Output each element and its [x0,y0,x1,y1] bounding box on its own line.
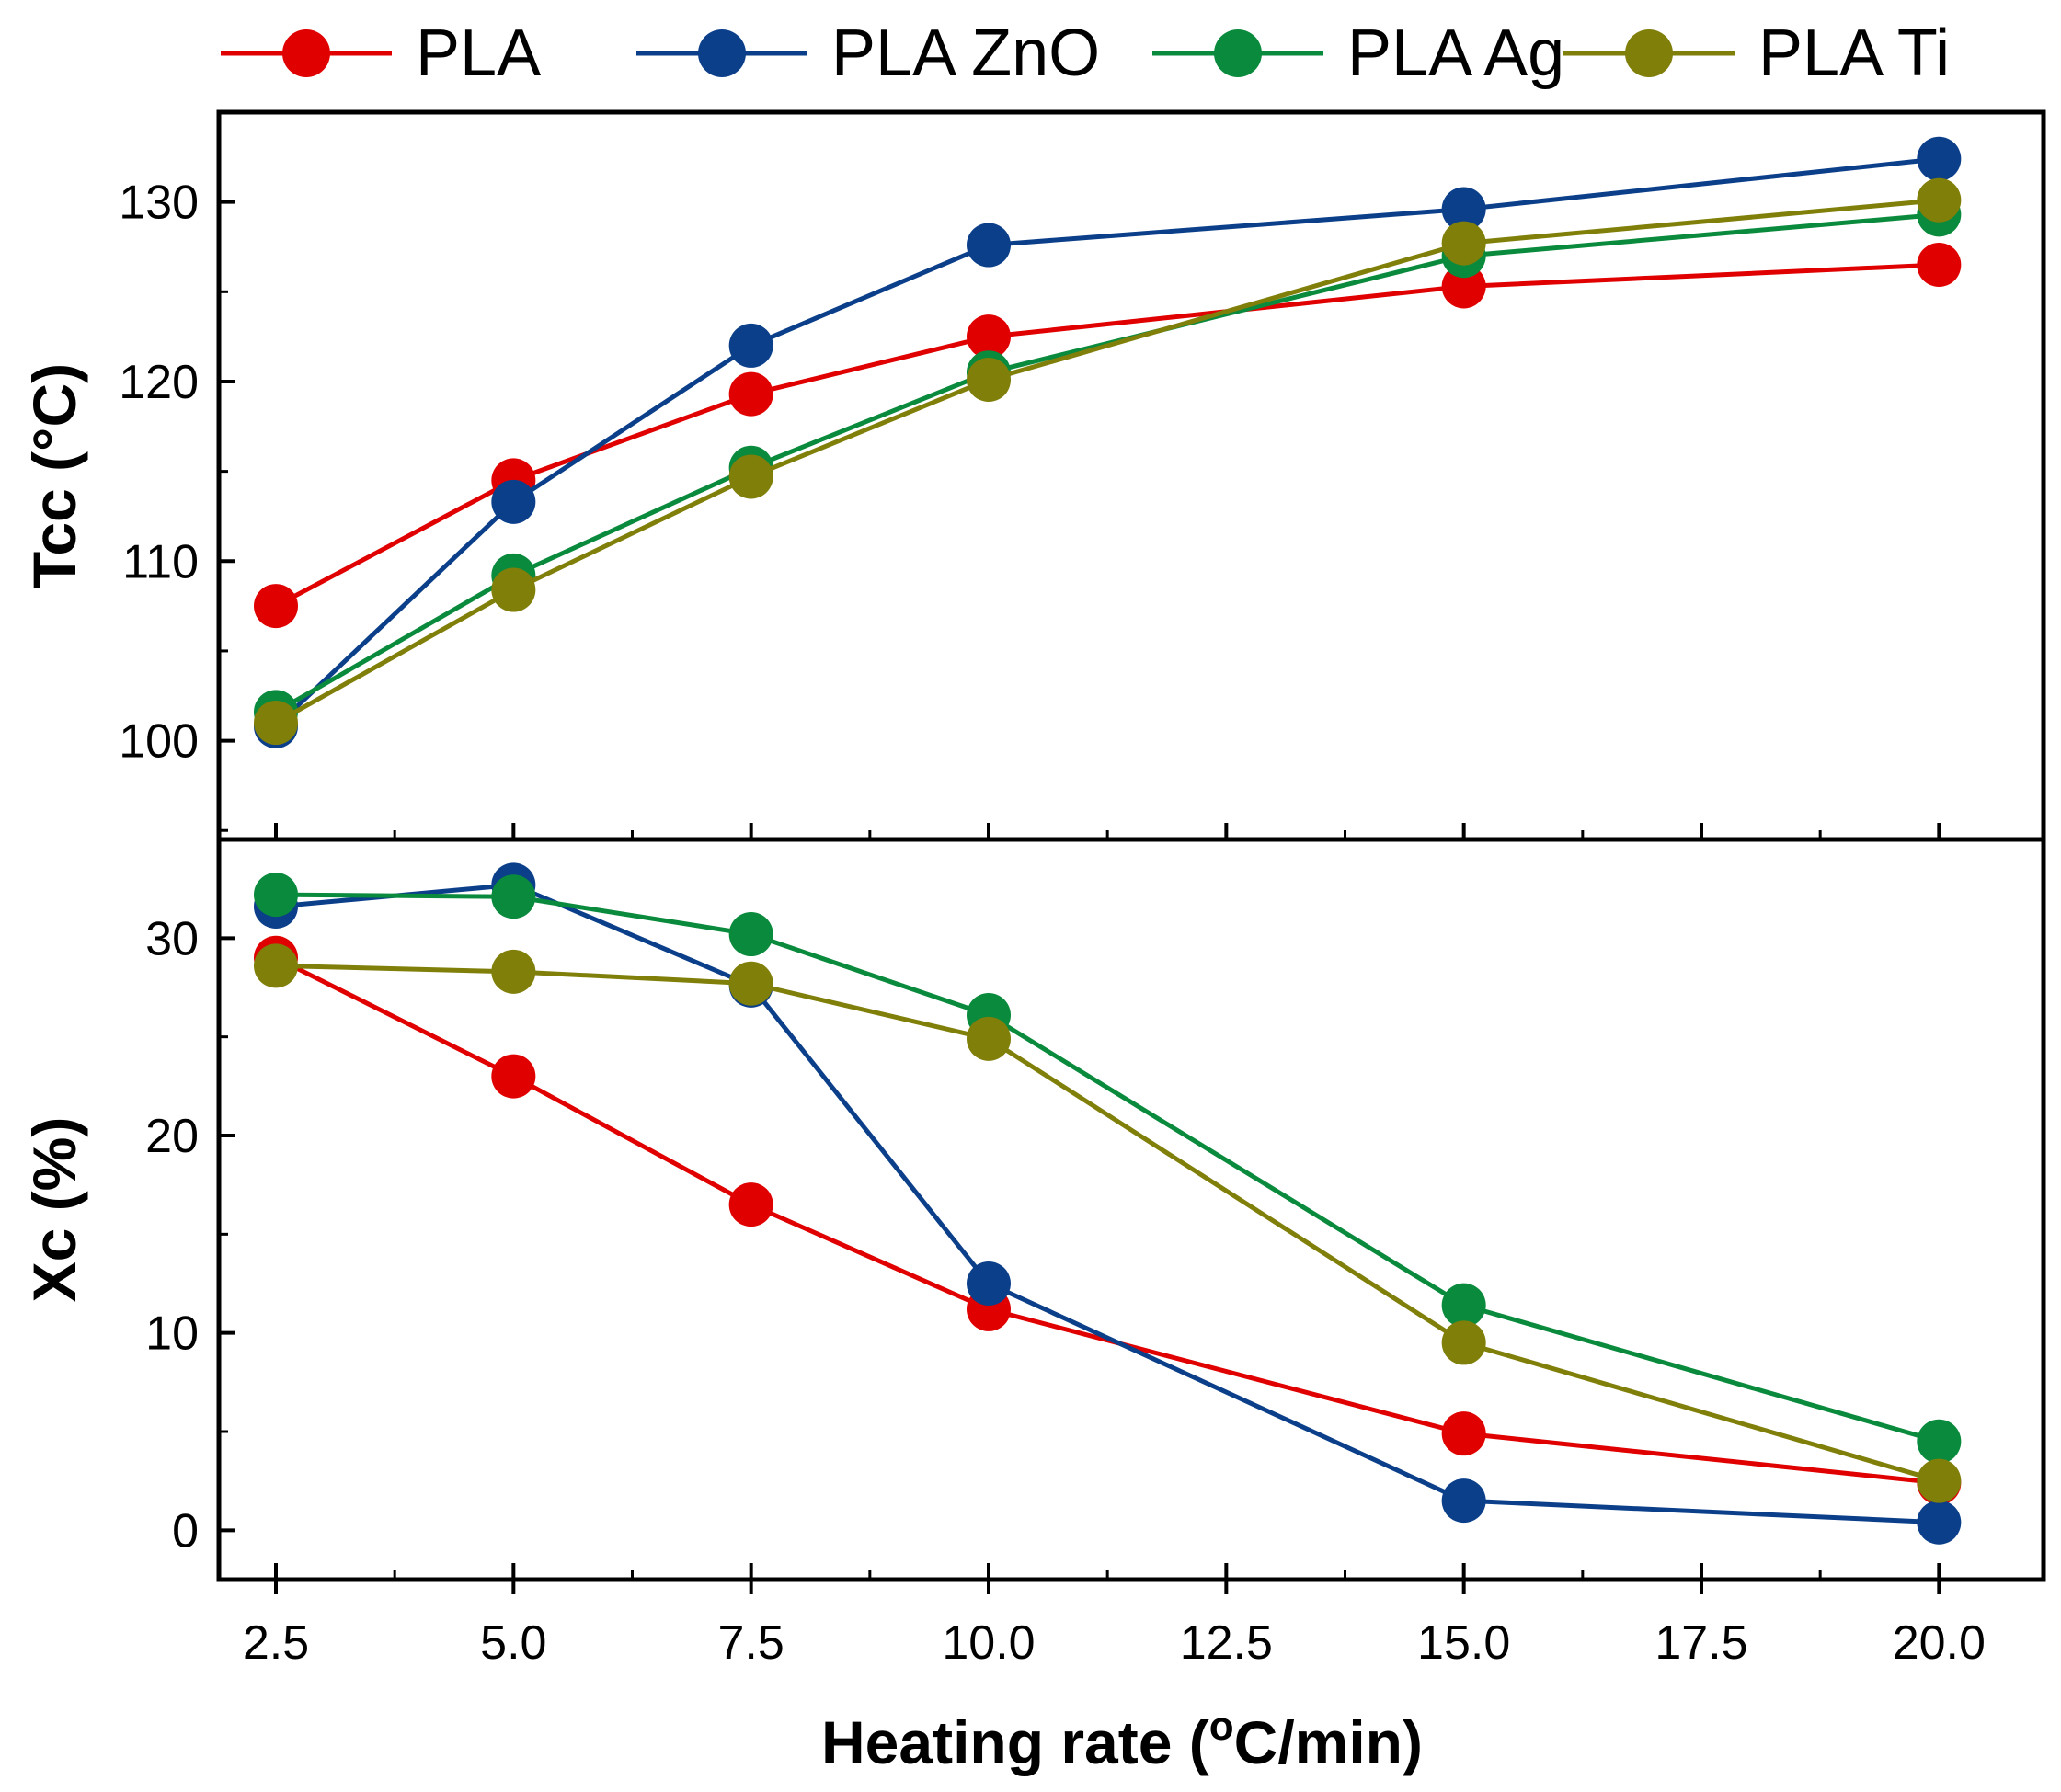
x-axis-title-suffix: C/min) [1234,1708,1423,1776]
x-axis-title: Heating rate (oC/min) [821,1704,1423,1776]
tcc-series-pla-ti [254,177,1962,746]
legend-marker [698,29,746,77]
tcc-y-tick-label: 120 [119,356,199,409]
xc-data-point [728,912,773,957]
xc-data-point [491,949,536,994]
legend-label: PLA ZnO [831,17,1100,90]
xc-data-point [1441,1411,1486,1456]
tcc-data-point [967,314,1011,360]
tcc-data-point [967,358,1011,403]
tcc-data-point [1917,243,1962,288]
x-axis: 2.5 5.0 7.5 10.0 12.5 15.0 17.5 20.0 [243,1580,1986,1670]
xc-data-point [1917,1419,1962,1464]
tcc-y-tick-label: 130 [119,177,199,230]
x-tick-label: 12.5 [1180,1616,1273,1670]
x-tick-label: 17.5 [1655,1616,1747,1670]
xc-series-pla-ti [254,943,1962,1503]
tcc-series-line [274,198,1940,725]
xc-series-line [275,892,1941,1444]
xc-data-point [1441,1478,1486,1524]
legend-item-pla: PLA [221,17,541,90]
tcc-data-point [1441,221,1486,266]
tcc-y-axis-title: Tcc (°C) [20,363,88,588]
xc-data-point [967,1016,1011,1061]
legend: PLA PLA ZnO PLA Ag PLA Ti [221,17,1950,90]
tcc-data-point [1917,136,1962,181]
xc-data-point [967,1261,1011,1306]
tcc-y-tick-label: 100 [119,715,199,769]
legend-label: PLA Ti [1758,17,1950,90]
xc-data-point [1441,1320,1486,1365]
xc-series-line [275,882,1940,1525]
xc-data-point [1917,1458,1962,1503]
tcc-data-point [967,223,1011,268]
legend-item-pla-zno: PLA ZnO [636,17,1100,90]
tcc-data-point [1441,187,1486,232]
xc-y-axis-title: Xc (%) [20,1117,88,1303]
tcc-data-point [1441,264,1486,309]
tcc-data-point [491,567,536,612]
legend-label: PLA [416,17,541,90]
xc-data-point [728,1182,773,1227]
xc-frame [216,837,2046,1582]
x-tick-label: 20.0 [1893,1616,1986,1670]
xc-series-line [274,955,1940,1486]
xc-data-point [254,943,298,988]
tcc-data-point [254,584,298,629]
x-axis-title-degree: o [1209,1704,1234,1749]
xc-data-point [254,873,298,918]
tcc-data-point [491,479,536,524]
x-tick-label: 15.0 [1417,1616,1510,1670]
xc-series-line [275,963,1941,1484]
x-axis-title-prefix: Heating rate ( [821,1708,1209,1776]
xc-series-pla [254,935,1962,1505]
xc-series-pla-ag [254,873,1962,1464]
x-tick-label: 7.5 [718,1616,784,1670]
xc-y-tick-label: 30 [145,912,199,965]
tcc-data-point [728,371,773,417]
tcc-series-line [274,262,1940,609]
x-tick-label: 5.0 [480,1616,546,1670]
x-tick-label: 10.0 [942,1616,1035,1670]
xc-y-tick-label: 20 [145,1110,199,1163]
legend-item-pla-ag: PLA Ag [1152,17,1564,90]
legend-marker [1214,29,1262,77]
legend-label: PLA Ag [1347,17,1564,90]
xc-y-tick-label: 0 [172,1504,199,1558]
xc-data-point [1917,1500,1962,1545]
tcc-series-pla [254,243,1962,629]
tcc-data-point [254,701,298,746]
tcc-series-line [274,156,1940,728]
xc-panel: 0 10 20 30 Xc (%) [20,837,2046,1582]
xc-data-point [491,1054,536,1099]
xc-data-point [491,874,536,919]
x-tick-label: 2.5 [243,1616,309,1670]
xc-y-tick-label: 10 [145,1307,199,1361]
tcc-data-point [728,454,773,499]
tcc-data-point [1917,177,1962,223]
xc-data-point [1441,1283,1486,1328]
tcc-series-line [274,211,1940,714]
tcc-panel: 100 110 120 130 Tcc (°C) [20,109,2046,842]
tcc-y-tick-label: 110 [122,535,199,588]
legend-marker [282,29,330,77]
legend-item-pla-ti: PLA Ti [1563,17,1950,90]
tcc-data-point [728,323,773,368]
tcc-series-pla-zno [254,136,1962,748]
legend-marker [1625,29,1673,77]
xc-data-point [728,961,773,1006]
